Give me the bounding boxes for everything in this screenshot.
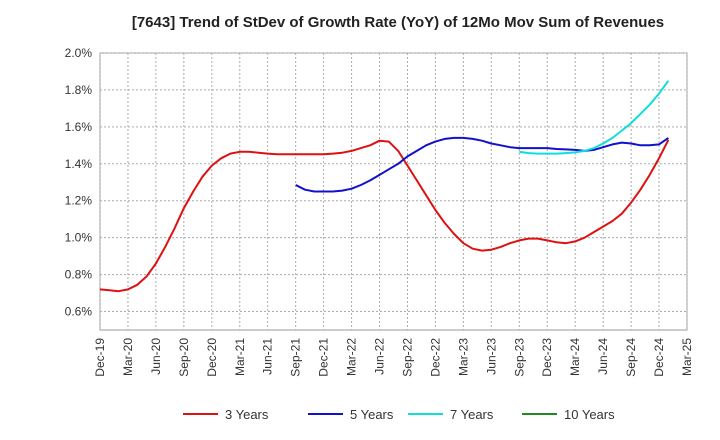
y-tick-label: 1.0% <box>65 231 93 245</box>
x-tick-label: Dec-19 <box>93 338 107 377</box>
series-line-3-years <box>99 139 670 293</box>
x-tick-label: Jun-22 <box>373 338 387 375</box>
y-tick-label: 1.2% <box>65 194 93 208</box>
x-tick-label: Jun-24 <box>596 338 610 375</box>
x-tick-label: Sep-23 <box>512 338 526 377</box>
x-tick-label: Sep-24 <box>624 338 638 377</box>
grid <box>99 52 688 331</box>
legend-label: 7 Years <box>450 407 494 422</box>
series-lines <box>99 80 670 293</box>
legend-label: 5 Years <box>350 407 394 422</box>
x-tick-label: Mar-25 <box>680 338 694 376</box>
y-tick-label: 2.0% <box>65 46 93 60</box>
chart-title: [7643] Trend of StDev of Growth Rate (Yo… <box>132 14 664 31</box>
x-tick-label: Dec-22 <box>428 338 442 377</box>
y-tick-label: 1.4% <box>65 157 93 171</box>
series-line-5-years <box>295 136 669 193</box>
x-tick-label: Mar-20 <box>121 338 135 376</box>
legend: 3 Years 5 Years 7 Years 10 Years <box>183 407 615 422</box>
y-tick-label: 0.6% <box>65 305 93 319</box>
legend-label: 3 Years <box>225 407 269 422</box>
y-tick-label: 1.8% <box>65 83 93 97</box>
x-tick-label: Mar-24 <box>568 338 582 376</box>
series-line-7-years <box>519 80 670 155</box>
x-tick-label: Mar-23 <box>456 338 470 376</box>
x-tick-label: Mar-21 <box>233 338 247 376</box>
x-tick-label: Jun-23 <box>484 338 498 375</box>
x-tick-label: Dec-24 <box>652 338 666 377</box>
y-tick-label: 0.8% <box>65 268 93 282</box>
x-tick-label: Jun-20 <box>149 338 163 375</box>
y-tick-label: 1.6% <box>65 120 93 134</box>
x-tick-label: Sep-20 <box>177 338 191 377</box>
x-tick-label: Dec-21 <box>317 338 331 377</box>
x-tick-label: Dec-23 <box>540 338 554 377</box>
x-tick-label: Mar-22 <box>345 338 359 376</box>
x-tick-label: Jun-21 <box>261 338 275 375</box>
legend-label: 10 Years <box>564 407 615 422</box>
x-tick-label: Dec-20 <box>205 338 219 377</box>
plot-area <box>99 52 688 331</box>
x-tick-label: Sep-22 <box>400 338 414 377</box>
axes: Dec-19 Mar-20 Jun-20 Sep-20 Dec-20 Mar-21 Jun-… <box>65 46 694 377</box>
x-tick-label: Sep-21 <box>289 338 303 377</box>
